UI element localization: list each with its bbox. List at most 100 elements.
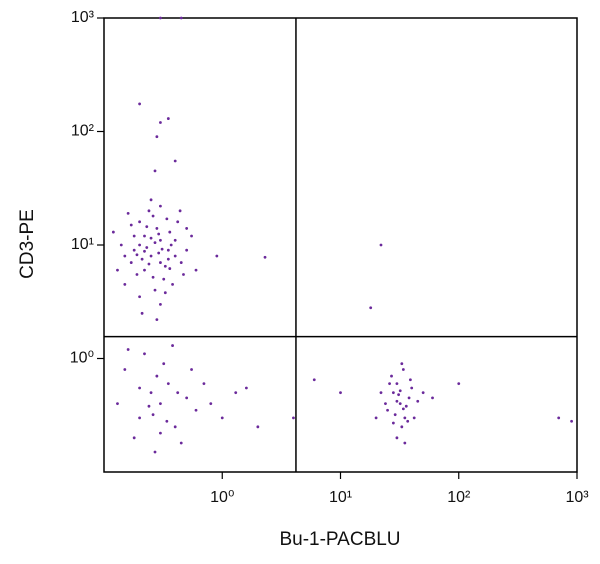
y-tick-label: 10⁰ xyxy=(70,350,94,367)
point xyxy=(256,425,260,429)
point xyxy=(149,198,153,202)
point xyxy=(151,413,155,417)
point xyxy=(159,238,162,242)
point xyxy=(159,302,162,306)
point xyxy=(123,282,127,286)
point xyxy=(178,209,182,213)
point xyxy=(145,246,149,249)
point xyxy=(176,220,180,224)
point xyxy=(379,243,383,247)
point xyxy=(190,368,193,371)
point xyxy=(384,402,387,406)
y-tick-label: 10² xyxy=(71,123,95,140)
point xyxy=(159,431,162,435)
point xyxy=(557,416,561,420)
point xyxy=(166,117,170,120)
point xyxy=(388,382,391,386)
point xyxy=(138,102,141,106)
point xyxy=(400,425,404,429)
point xyxy=(168,230,172,234)
point xyxy=(116,402,119,406)
point xyxy=(149,254,153,258)
point xyxy=(407,396,411,400)
x-axis-label: Bu-1-PACBLU xyxy=(279,529,400,550)
point xyxy=(395,399,399,403)
point xyxy=(209,402,213,406)
y-tick-label: 10³ xyxy=(71,9,95,26)
point xyxy=(138,220,141,224)
point xyxy=(135,253,139,257)
point xyxy=(395,382,399,386)
point xyxy=(162,362,166,366)
point xyxy=(145,225,149,229)
point xyxy=(570,419,573,423)
point xyxy=(126,348,130,351)
point xyxy=(153,450,157,454)
point xyxy=(155,374,159,378)
point xyxy=(173,159,177,163)
point xyxy=(140,311,144,315)
point xyxy=(185,248,189,252)
point xyxy=(159,261,162,264)
point xyxy=(132,436,136,440)
point xyxy=(403,441,407,445)
point xyxy=(391,421,395,425)
point xyxy=(159,121,162,124)
point xyxy=(143,234,146,238)
point xyxy=(151,275,155,279)
x-tick-label: 10³ xyxy=(565,489,589,506)
point xyxy=(194,408,198,412)
point xyxy=(157,232,161,236)
point xyxy=(166,248,170,252)
point xyxy=(398,389,402,393)
x-tick-label: 10² xyxy=(447,489,471,506)
point xyxy=(406,419,410,423)
point xyxy=(119,243,123,247)
point xyxy=(143,249,146,253)
point xyxy=(400,362,404,366)
point xyxy=(401,368,405,371)
point xyxy=(173,254,177,258)
point xyxy=(410,386,414,390)
point xyxy=(166,382,170,386)
point xyxy=(171,282,174,286)
point xyxy=(416,399,420,403)
point xyxy=(140,257,144,261)
point xyxy=(393,413,397,417)
point xyxy=(244,386,248,390)
point xyxy=(179,261,183,264)
point xyxy=(312,378,316,382)
point xyxy=(379,391,383,395)
point xyxy=(374,416,378,420)
point xyxy=(171,344,174,347)
point xyxy=(153,288,157,292)
point xyxy=(123,368,127,371)
point xyxy=(138,386,141,390)
point xyxy=(179,441,183,445)
point xyxy=(408,378,412,382)
point xyxy=(126,211,130,215)
point xyxy=(386,408,389,412)
point xyxy=(132,248,136,252)
point xyxy=(263,255,267,259)
point xyxy=(173,425,177,429)
point xyxy=(173,238,177,242)
point xyxy=(151,214,155,218)
point xyxy=(176,391,180,395)
point xyxy=(143,268,146,272)
point xyxy=(395,436,399,440)
point xyxy=(155,135,159,139)
point xyxy=(339,391,342,395)
point xyxy=(182,273,185,276)
point xyxy=(165,419,169,423)
point xyxy=(185,396,189,400)
point xyxy=(401,407,405,411)
point xyxy=(431,396,434,400)
point xyxy=(166,257,170,261)
point xyxy=(149,391,153,395)
point xyxy=(168,267,172,270)
point xyxy=(403,416,407,420)
point xyxy=(155,227,159,230)
point xyxy=(194,268,198,272)
